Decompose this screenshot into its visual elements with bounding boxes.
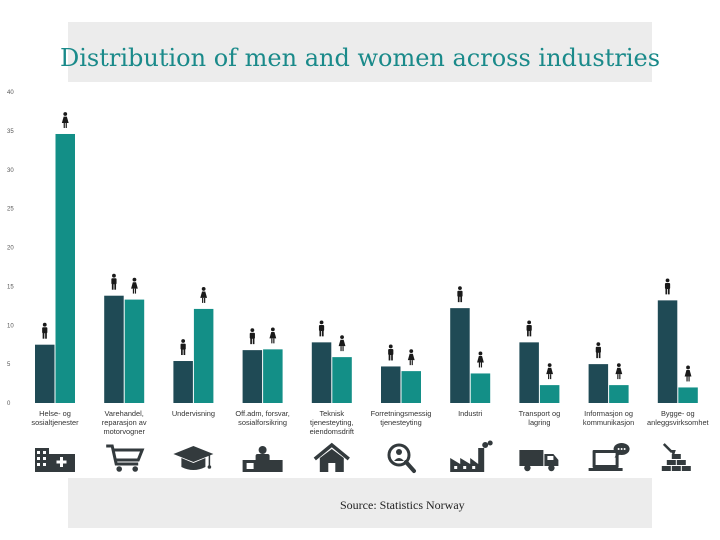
house-icon [313, 442, 350, 472]
category-label: Informasjon og kommunikasjon [583, 409, 634, 427]
person-search-icon [387, 443, 416, 473]
y-tick-label: 35 [7, 129, 14, 135]
bar-men [35, 344, 55, 403]
y-tick-label: 20 [7, 246, 14, 252]
female-icon [131, 277, 138, 294]
bar-men [588, 364, 609, 403]
bar-men [104, 295, 124, 403]
male-icon [180, 339, 186, 356]
male-icon [595, 342, 601, 359]
male-icon [526, 320, 532, 337]
male-icon [42, 322, 48, 339]
y-tick-label: 15 [7, 284, 14, 290]
category-label: Helse- og sosialtjenester [31, 409, 79, 427]
bar-men [173, 361, 193, 403]
y-tick-label: 5 [7, 362, 11, 368]
bar-men [657, 300, 678, 403]
bar-women [470, 373, 491, 403]
male-icon [457, 286, 463, 303]
office-desk-icon [242, 446, 283, 472]
y-tick-label: 10 [7, 323, 14, 329]
chart-title: Distribution of men and women across ind… [59, 44, 661, 72]
category-label: Undervisning [172, 409, 215, 418]
male-icon [249, 328, 255, 345]
male-icon [664, 278, 671, 295]
bar-women [609, 385, 629, 403]
bar-women [193, 308, 214, 403]
footer-band [68, 478, 652, 528]
category-label: Varehandel, reparasjon av motorvogner [102, 409, 147, 436]
hospital-icon [35, 448, 75, 472]
male-icon [111, 273, 117, 290]
graduation-cap-icon [173, 446, 214, 470]
bar-men [381, 366, 401, 403]
bar-women [55, 133, 75, 404]
female-icon [407, 349, 415, 366]
female-icon [200, 287, 208, 303]
y-tick-label: 25 [7, 207, 14, 213]
category-label: Industri [458, 409, 483, 418]
laptop-chat-icon [588, 443, 630, 471]
bar-men [450, 308, 470, 403]
category-label: Transport og lagring [519, 409, 561, 427]
female-icon [546, 363, 554, 380]
y-tick-label: 0 [7, 401, 11, 407]
male-icon [388, 344, 394, 361]
title-band [68, 22, 652, 82]
bar-men [311, 342, 332, 403]
bar-men [242, 350, 263, 403]
bar-women [124, 299, 145, 403]
female-icon [477, 351, 484, 368]
y-tick-label: 40 [7, 90, 14, 96]
female-icon [615, 363, 623, 380]
bar-women [539, 385, 560, 403]
female-icon [338, 335, 346, 352]
bar-women [332, 357, 352, 403]
construction-icon [661, 443, 691, 471]
bar-men [519, 342, 539, 403]
female-icon [684, 365, 692, 382]
shopping-cart-icon [106, 444, 145, 472]
truck-icon [519, 450, 559, 472]
male-icon [318, 320, 325, 337]
category-label: Off.adm, forsvar, sosialforsikring [235, 409, 290, 427]
y-tick-label: 30 [7, 168, 14, 174]
bar-women [401, 371, 421, 403]
bar-women [678, 387, 698, 403]
category-label: Bygge- og anleggsvirksomhet [647, 409, 709, 427]
factory-icon [450, 440, 493, 472]
category-label: Teknisk tjenesteyting, eiendomsdrift [310, 409, 354, 436]
bar-women [263, 349, 283, 403]
category-label: Forretningsmessig tjenesteyting [371, 409, 432, 427]
source-note: Source: Statistics Norway [340, 498, 465, 512]
female-icon [269, 327, 277, 344]
female-icon [61, 112, 69, 128]
